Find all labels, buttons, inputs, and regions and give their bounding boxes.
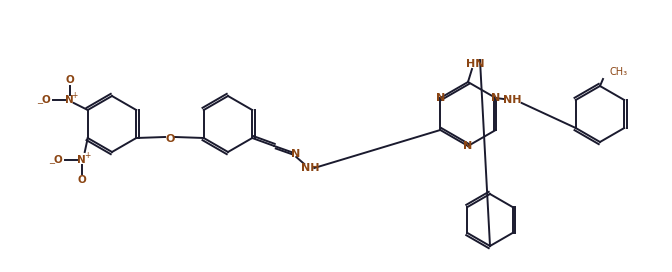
Text: NH: NH xyxy=(301,163,319,173)
Text: N: N xyxy=(77,155,86,165)
Text: NH: NH xyxy=(503,95,522,105)
Text: O: O xyxy=(42,95,50,105)
Text: HN: HN xyxy=(466,59,485,69)
Text: N: N xyxy=(65,95,74,105)
Text: O: O xyxy=(77,175,86,185)
Text: −: − xyxy=(36,100,43,109)
Text: CH₃: CH₃ xyxy=(610,67,628,77)
Text: O: O xyxy=(165,134,175,144)
Text: +: + xyxy=(85,152,91,160)
Text: +: + xyxy=(71,91,78,100)
Text: N: N xyxy=(491,93,501,103)
Text: N: N xyxy=(435,93,445,103)
Text: O: O xyxy=(53,155,62,165)
Text: O: O xyxy=(65,75,74,85)
Text: −: − xyxy=(48,159,55,168)
Text: N: N xyxy=(290,149,300,159)
Text: N: N xyxy=(464,141,472,151)
